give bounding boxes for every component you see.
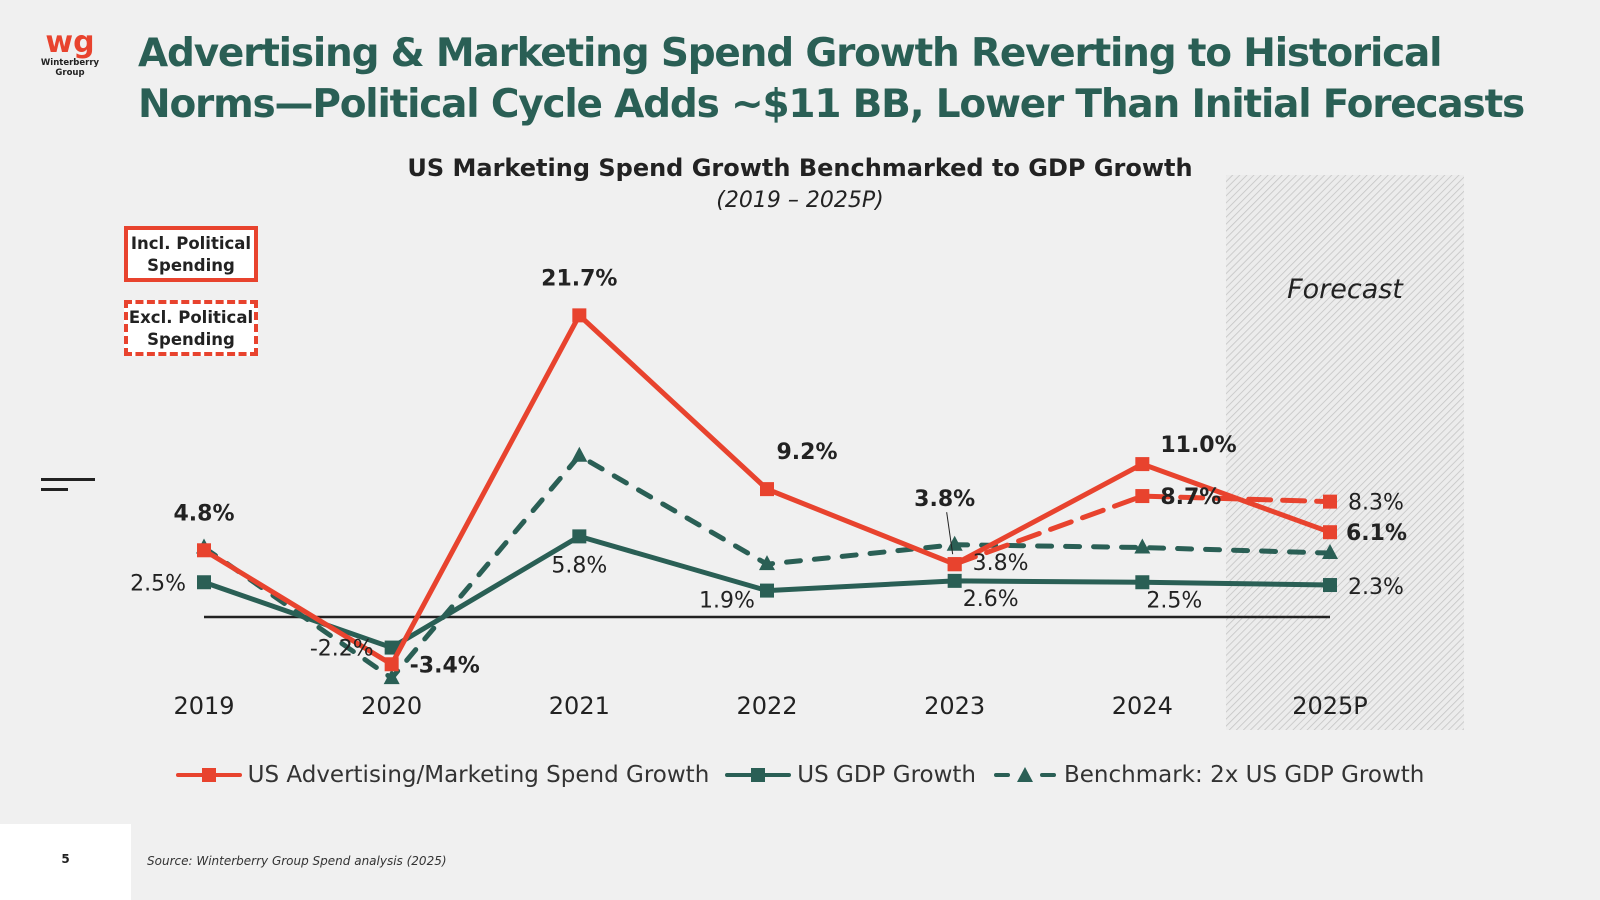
slide-title-line2: Norms—Political Cycle Adds ~$11 BB, Lowe… xyxy=(138,82,1525,127)
data-label: 21.7% xyxy=(541,266,617,291)
slide-title-line1: Advertising & Marketing Spend Growth Rev… xyxy=(138,31,1443,76)
data-point-3 xyxy=(946,535,963,551)
data-point-3 xyxy=(571,446,588,462)
key-excl-line1: Excl. Political xyxy=(128,308,254,327)
x-tick-label: 2023 xyxy=(924,692,985,720)
data-point-2 xyxy=(384,640,399,655)
leader-line xyxy=(946,512,954,555)
data-point-0 xyxy=(1135,457,1150,472)
data-label: 3.8% xyxy=(973,551,1029,576)
chart-legend: US Advertising/Marketing Spend Growth US… xyxy=(0,762,1600,788)
data-label: 2.6% xyxy=(963,587,1019,612)
legend-red-square-line-icon xyxy=(175,768,242,782)
x-tick-label: 2024 xyxy=(1112,692,1173,720)
data-point-1 xyxy=(1323,494,1337,509)
forecast-region xyxy=(1226,175,1464,730)
data-point-2 xyxy=(572,529,587,544)
x-tick-label: 2020 xyxy=(361,692,422,720)
legend-label-benchmark: Benchmark: 2x US GDP Growth xyxy=(1064,762,1425,788)
data-point-0 xyxy=(197,543,211,558)
key-excl-political: Excl. Political Spending xyxy=(124,300,258,356)
data-point-0 xyxy=(760,482,774,497)
key-incl-line2: Spending xyxy=(147,256,235,275)
data-point-3 xyxy=(1134,538,1151,554)
slide-title: Advertising & Marketing Spend Growth Rev… xyxy=(138,28,1578,130)
data-label: 9.2% xyxy=(776,440,837,465)
data-point-0 xyxy=(1323,525,1337,540)
data-label: 3.8% xyxy=(914,487,975,512)
data-label: 11.0% xyxy=(1160,433,1236,458)
data-label: 2.3% xyxy=(1348,575,1404,600)
data-point-3 xyxy=(759,555,775,571)
page-number-box: 5 xyxy=(0,824,131,900)
data-label: 4.8% xyxy=(173,501,234,526)
data-label: -3.4% xyxy=(410,653,480,678)
legend-label-ad-spend: US Advertising/Marketing Spend Growth xyxy=(247,762,710,788)
key-excl-line2: Spending xyxy=(147,330,235,349)
data-point-0 xyxy=(384,657,399,672)
data-point-3 xyxy=(383,669,400,685)
legend-item-benchmark: Benchmark: 2x US GDP Growth xyxy=(992,762,1424,788)
x-tick-label: 2022 xyxy=(736,692,797,720)
data-point-0 xyxy=(947,557,962,572)
x-tick-label: 2025P xyxy=(1292,692,1368,720)
data-label: 6.1% xyxy=(1346,521,1407,546)
chart-title: US Marketing Spend Growth Benchmarked to… xyxy=(407,154,1193,182)
legend-green-triangle-dashed-icon xyxy=(994,767,1056,782)
x-tick-label: 2021 xyxy=(549,692,610,720)
data-point-2 xyxy=(1135,575,1150,590)
legend-green-square-line-icon xyxy=(725,768,792,782)
data-point-3 xyxy=(1322,544,1338,560)
data-point-2 xyxy=(947,573,962,588)
legend-item-ad-spend: US Advertising/Marketing Spend Growth xyxy=(175,762,710,788)
data-label: 2.5% xyxy=(1146,588,1202,613)
decorative-lines-icon xyxy=(41,478,95,498)
data-label: 1.9% xyxy=(699,589,755,614)
data-label: 5.8% xyxy=(551,553,607,578)
data-label: 2.5% xyxy=(130,571,186,596)
key-incl-line1: Incl. Political xyxy=(130,234,252,253)
logo-name-line1: Winterberry xyxy=(40,58,100,68)
data-label: 8.7% xyxy=(1160,485,1221,510)
legend-item-gdp: US GDP Growth xyxy=(725,762,976,788)
logo-name-line2: Group xyxy=(55,68,85,78)
data-point-2 xyxy=(1323,578,1337,593)
legend-label-gdp: US GDP Growth xyxy=(797,762,976,788)
logo-mark: wg xyxy=(45,25,95,60)
data-point-2 xyxy=(197,575,211,590)
winterberry-logo: wg Winterberry Group xyxy=(30,25,110,79)
chart-subtitle: (2019 – 2025P) xyxy=(716,188,884,213)
data-label: 8.3% xyxy=(1348,491,1404,516)
data-point-2 xyxy=(760,583,774,598)
data-label: -2.2% xyxy=(310,637,374,662)
page-number: 5 xyxy=(61,852,70,866)
data-point-0 xyxy=(572,308,587,323)
source-note: Source: Winterberry Group Spend analysis… xyxy=(147,854,447,868)
series-line-1 xyxy=(952,493,1333,567)
key-incl-political: Incl. Political Spending xyxy=(124,226,258,282)
x-tick-label: 2019 xyxy=(173,692,234,720)
data-point-1 xyxy=(1135,489,1150,504)
forecast-label: Forecast xyxy=(1287,274,1404,305)
